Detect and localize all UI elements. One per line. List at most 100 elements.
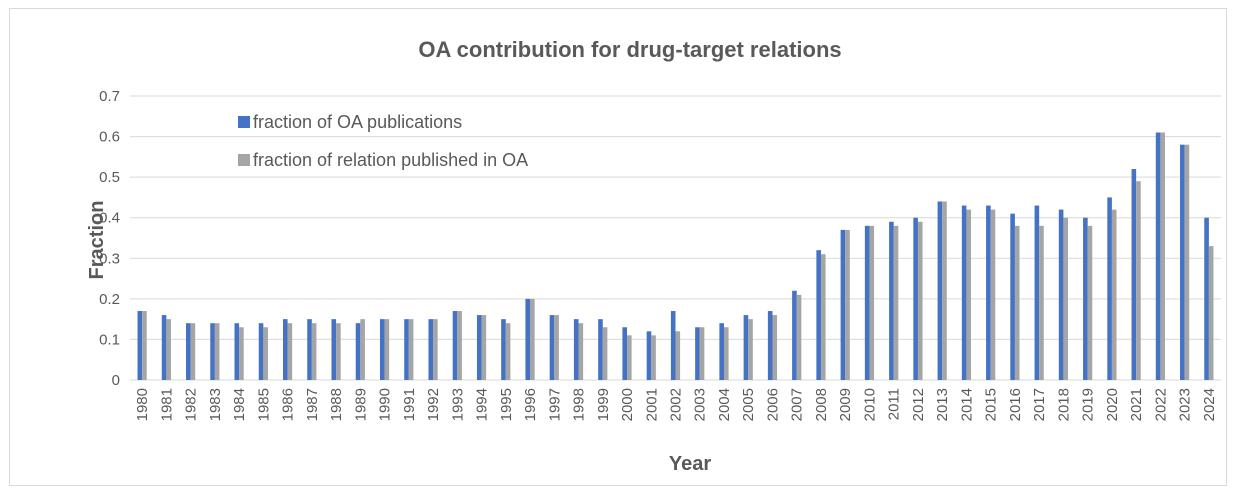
bar-oa-publications-1992 <box>428 319 434 380</box>
bar-oa-publications-1994 <box>476 315 482 380</box>
x-tick-label: 1982 <box>183 388 200 421</box>
legend: fraction of OA publications fraction of … <box>238 112 528 170</box>
y-axis-ticks: 0 0.1 0.2 0.3 0.4 0.5 0.6 0.7 <box>99 88 120 389</box>
bar-oa-publications-2009 <box>840 229 846 380</box>
bar-relations-oa-1990 <box>384 319 390 380</box>
x-tick-label: 2001 <box>643 388 660 421</box>
x-tick-label: 2021 <box>1128 388 1145 421</box>
legend-label-oa-publications: fraction of OA publications <box>253 112 462 132</box>
chart-frame <box>9 8 1227 486</box>
bar-oa-publications-2002 <box>670 311 676 380</box>
x-tick-label: 1990 <box>377 388 394 421</box>
bar-relations-oa-2015 <box>990 209 996 380</box>
bars <box>137 132 1214 380</box>
bar-oa-publications-2013 <box>937 201 943 380</box>
x-tick-label: 1983 <box>207 388 224 421</box>
x-tick-label: 2011 <box>886 388 903 420</box>
bar-relations-oa-2021 <box>1136 181 1141 380</box>
bar-relations-oa-1985 <box>263 327 268 380</box>
bar-relations-oa-2018 <box>1063 217 1069 380</box>
legend-swatch-oa-publications <box>238 116 250 128</box>
bar-relations-oa-2002 <box>675 331 681 380</box>
bar-oa-publications-2023 <box>1180 144 1185 380</box>
x-tick-label: 2014 <box>958 388 975 421</box>
bar-relations-oa-2000 <box>627 335 632 380</box>
bar-oa-publications-2007 <box>792 290 797 380</box>
bar-oa-publications-1981 <box>161 315 167 380</box>
bar-oa-publications-1983 <box>210 323 215 380</box>
x-tick-label: 2010 <box>861 388 878 421</box>
x-axis-title: Year <box>669 453 711 475</box>
x-tick-label: 2016 <box>1007 388 1024 421</box>
bar-oa-publications-2015 <box>986 205 991 380</box>
bar-relations-oa-1986 <box>287 323 293 380</box>
bar-oa-publications-1996 <box>525 298 531 380</box>
bar-relations-oa-1988 <box>336 323 341 380</box>
x-tick-label: 1984 <box>231 388 248 421</box>
y-tick-label: 0.7 <box>99 88 120 105</box>
x-tick-label: 2000 <box>619 388 636 421</box>
bar-oa-publications-2017 <box>1034 205 1040 380</box>
x-tick-label: 2005 <box>740 388 757 421</box>
bar-relations-oa-2016 <box>1014 225 1020 380</box>
bar-oa-publications-2016 <box>1010 213 1015 380</box>
x-tick-label: 1995 <box>498 388 515 421</box>
bar-relations-oa-2013 <box>942 201 947 380</box>
bar-relations-oa-1989 <box>360 319 365 380</box>
x-tick-label: 1994 <box>474 388 491 421</box>
bar-oa-publications-1985 <box>258 323 264 380</box>
bar-relations-oa-1992 <box>433 319 438 380</box>
bar-oa-publications-2012 <box>913 217 918 380</box>
legend-swatch-relations-oa <box>238 154 250 166</box>
bar-oa-publications-2010 <box>864 225 870 380</box>
x-tick-label: 1988 <box>328 388 345 421</box>
x-tick-label: 1992 <box>425 388 442 421</box>
x-tick-label: 2007 <box>789 388 806 421</box>
bar-oa-publications-1993 <box>452 311 458 380</box>
x-tick-label: 2003 <box>692 388 709 421</box>
bar-relations-oa-1983 <box>214 323 220 380</box>
bar-relations-oa-1998 <box>578 323 584 380</box>
bar-relations-oa-1996 <box>530 298 535 380</box>
x-tick-label: 2017 <box>1031 388 1048 421</box>
bar-relations-oa-2007 <box>796 294 802 380</box>
x-tick-label: 2019 <box>1080 388 1097 421</box>
bar-oa-publications-1999 <box>598 319 603 380</box>
bar-oa-publications-1987 <box>307 319 312 380</box>
x-tick-label: 2018 <box>1055 388 1072 421</box>
bar-oa-publications-2003 <box>695 327 700 380</box>
x-tick-label: 2006 <box>764 388 781 421</box>
x-tick-label: 1987 <box>304 388 321 421</box>
bar-relations-oa-2020 <box>1111 209 1117 380</box>
x-tick-label: 1997 <box>546 388 563 421</box>
bar-oa-publications-1995 <box>501 319 506 380</box>
bar-oa-publications-1986 <box>282 319 288 380</box>
bar-oa-publications-2000 <box>622 327 628 380</box>
x-tick-label: 2013 <box>934 388 951 421</box>
chart-title: OA contribution for drug-target relation… <box>418 37 841 62</box>
bar-relations-oa-1999 <box>602 327 608 380</box>
bar-oa-publications-2005 <box>743 315 749 380</box>
bar-oa-publications-2001 <box>646 331 652 380</box>
bar-relations-oa-2017 <box>1039 225 1044 380</box>
bar-oa-publications-1984 <box>234 323 240 380</box>
bar-relations-oa-2022 <box>1160 132 1165 380</box>
bar-oa-publications-1988 <box>331 319 337 380</box>
x-tick-label: 1993 <box>449 388 466 421</box>
bar-relations-oa-2010 <box>869 225 875 380</box>
y-tick-label: 0.3 <box>99 250 120 267</box>
bar-oa-publications-1980 <box>137 311 143 380</box>
x-tick-label: 1981 <box>158 388 175 421</box>
bar-oa-publications-1989 <box>355 323 361 380</box>
x-tick-label: 2020 <box>1104 388 1121 421</box>
x-tick-label: 1991 <box>401 388 418 421</box>
x-tick-label: 1998 <box>571 388 588 421</box>
bar-relations-oa-1994 <box>481 315 487 380</box>
bar-relations-oa-2009 <box>845 229 850 380</box>
bar-relations-oa-1995 <box>505 323 511 380</box>
bar-relations-oa-2024 <box>1208 246 1214 380</box>
bar-relations-oa-2005 <box>748 319 753 380</box>
bar-relations-oa-2011 <box>893 225 899 380</box>
x-tick-label: 1986 <box>280 388 297 421</box>
